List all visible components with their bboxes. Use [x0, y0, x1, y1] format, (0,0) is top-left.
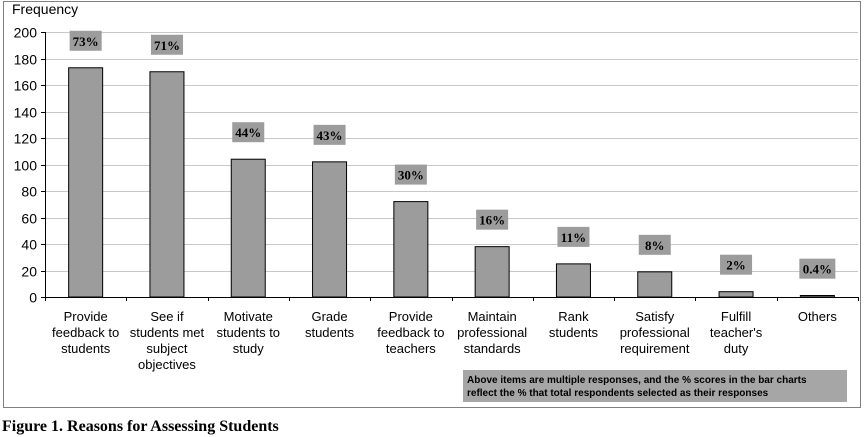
note-line-1: Above items are multiple responses, and …: [467, 375, 807, 386]
percent-label: 44%: [235, 125, 261, 140]
note-background: [463, 370, 847, 402]
category-label: See if students met subject objectives: [130, 309, 205, 372]
category-label-line: study: [233, 341, 265, 356]
bar: [799, 295, 835, 298]
category-label-line: feedback to: [377, 325, 444, 340]
category-label-line: professional: [620, 325, 690, 340]
category-label-line: students: [549, 325, 599, 340]
percent-label-box: [476, 209, 509, 230]
category-label-line: duty: [724, 341, 749, 356]
category-label-line: standards: [464, 341, 522, 356]
percent-label-box: [313, 124, 346, 145]
y-tick-label: 140: [14, 105, 38, 121]
bar: [68, 67, 104, 298]
bar: [312, 161, 348, 298]
percent-label-box: [232, 122, 265, 143]
category-label-line: Rank: [558, 309, 589, 324]
percent-label-box: [150, 34, 183, 55]
percent-label: 16%: [479, 213, 505, 228]
percent-label-box: [720, 254, 753, 275]
category-label: Others: [798, 309, 838, 324]
category-label-line: Provide: [389, 309, 433, 324]
category-label-line: teacher's: [710, 325, 763, 340]
category-label-line: Grade: [311, 309, 347, 324]
y-tick-label: 20: [21, 264, 37, 280]
percent-label-box: [69, 30, 102, 51]
figure-caption: Figure 1. Reasons for Assessing Students: [2, 418, 279, 435]
axes: [41, 32, 859, 301]
category-label-line: professional: [457, 325, 527, 340]
y-tick-label: 100: [14, 158, 38, 174]
category-label: Provide feedback to teachers: [377, 309, 444, 356]
category-label: Maintain professional standards: [457, 309, 527, 356]
category-label-line: subject: [146, 341, 188, 356]
percent-label: 11%: [561, 230, 586, 245]
category-label: Fulfill teacher's duty: [710, 309, 763, 356]
bar: [230, 158, 266, 298]
category-label-line: Motivate: [224, 309, 273, 324]
category-label-line: Satisfy: [635, 309, 675, 324]
percent-label-box: [799, 258, 836, 279]
category-label-line: See if: [150, 309, 184, 324]
y-tick-label: 40: [21, 237, 37, 253]
percent-label-box: [394, 164, 427, 185]
chart-frame: [3, 1, 861, 408]
category-label-line: students met: [130, 325, 205, 340]
y-tick-label: 200: [14, 25, 38, 41]
y-tick-label: 120: [14, 131, 38, 147]
y-tick-label: 180: [14, 52, 38, 68]
category-label-line: students: [61, 341, 111, 356]
category-label: Rank students: [549, 309, 599, 340]
percent-label: 43%: [317, 128, 343, 143]
category-label: Motivate students to study: [216, 309, 280, 356]
percent-label: 30%: [398, 168, 424, 183]
percent-label: 73%: [73, 34, 99, 49]
percent-label: 8%: [645, 238, 665, 253]
category-label-line: requirement: [620, 341, 690, 356]
percent-label-box: [557, 226, 590, 247]
category-label-line: objectives: [138, 357, 196, 372]
bar: [149, 71, 185, 298]
category-label: Grade students: [305, 309, 355, 340]
note-box: Above items are multiple responses, and …: [463, 370, 847, 402]
bar: [637, 271, 673, 298]
percent-labels: 73% 71% 44% 43% 30% 16% 11% 8% 2% 0.4%: [69, 30, 836, 279]
percent-label: 71%: [154, 38, 180, 53]
percent-label: 2%: [726, 258, 746, 273]
y-axis-label: Frequency: [12, 1, 78, 17]
category-label-line: Provide: [64, 309, 108, 324]
category-label-line: feedback to: [52, 325, 119, 340]
y-tick-label: 80: [21, 184, 37, 200]
y-tick-label: 60: [21, 211, 37, 227]
category-label-line: students to: [216, 325, 280, 340]
bar: [474, 246, 510, 298]
y-tick-labels: 0 20 40 60 80 100 120 140 160 180 200: [14, 25, 38, 306]
category-label: Provide feedback to students: [52, 309, 119, 356]
category-label-line: students: [305, 325, 355, 340]
category-label: Satisfy professional requirement: [620, 309, 690, 356]
bar: [555, 263, 591, 298]
bar: [718, 291, 754, 298]
category-label-line: Maintain: [468, 309, 517, 324]
y-tick-label: 160: [14, 78, 38, 94]
category-label-line: Others: [798, 309, 838, 324]
category-label-line: teachers: [386, 341, 436, 356]
bar: [393, 201, 429, 298]
percent-label: 0.4%: [803, 262, 832, 277]
y-tick-label: 0: [29, 290, 37, 306]
category-label-line: Fulfill: [721, 309, 751, 324]
percent-label-box: [638, 234, 671, 255]
note-line-2: reflect the % that total respondents sel…: [467, 388, 769, 399]
